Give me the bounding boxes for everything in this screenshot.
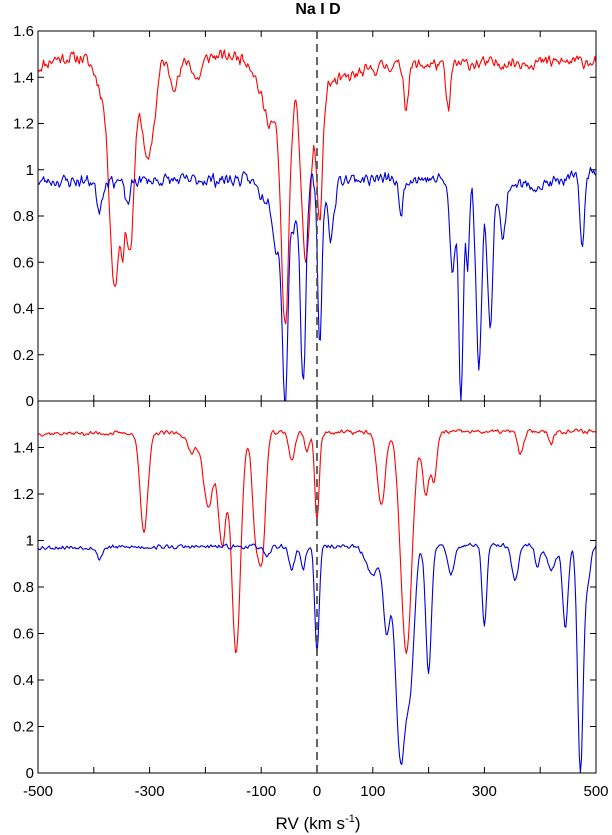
y-tick-label-top: 0.4 <box>13 301 34 318</box>
y-tick-label-top: 1.4 <box>13 69 34 86</box>
y-tick-label-bottom: 0.6 <box>13 626 34 643</box>
x-axis-label-main: RV (km s <box>275 814 345 833</box>
x-tick-label: 300 <box>472 783 497 800</box>
y-tick-label-bottom: 0 <box>26 765 34 782</box>
y-tick-label-bottom: 1.4 <box>13 440 34 457</box>
y-tick-label-top: 0.2 <box>13 347 34 364</box>
x-tick-label: 500 <box>583 783 608 800</box>
x-tick-label: -100 <box>246 783 276 800</box>
x-axis-label-end: ) <box>355 814 361 833</box>
y-tick-label-top: 0.6 <box>13 254 34 271</box>
x-tick-label: 0 <box>313 783 321 800</box>
panels-group: 0 0.2 0.4 0.6 0.8 1 1.2 1.4 1.6 0 0.2 0.4 0.6 0.8 1 1.2… <box>13 23 608 800</box>
chart-title: Na I D <box>295 1 340 18</box>
y-tick-label-top: 1.2 <box>13 116 34 133</box>
y-tick-label-top: 1.6 <box>13 23 34 40</box>
x-tick-label: -300 <box>135 783 165 800</box>
x-tick-label: 100 <box>360 783 385 800</box>
series-red-bottom <box>37 428 597 654</box>
x-axis-label-sup: -1 <box>345 813 355 825</box>
y-tick-label-top: 0.8 <box>13 208 34 225</box>
series-blue-top <box>37 166 597 402</box>
y-tick-label-bottom: 1.2 <box>13 486 34 503</box>
x-axis-label: RV (km s-1) <box>275 813 360 833</box>
y-tick-label-bottom: 1 <box>26 533 34 550</box>
y-tick-label-bottom: 0.2 <box>13 719 34 736</box>
y-tick-label-bottom: 0.8 <box>13 579 34 596</box>
y-tick-label-top: 0 <box>26 393 34 410</box>
y-tick-label-bottom: 0.4 <box>13 672 34 689</box>
y-tick-label-top: 1 <box>26 162 34 179</box>
x-tick-label: -500 <box>23 783 53 800</box>
